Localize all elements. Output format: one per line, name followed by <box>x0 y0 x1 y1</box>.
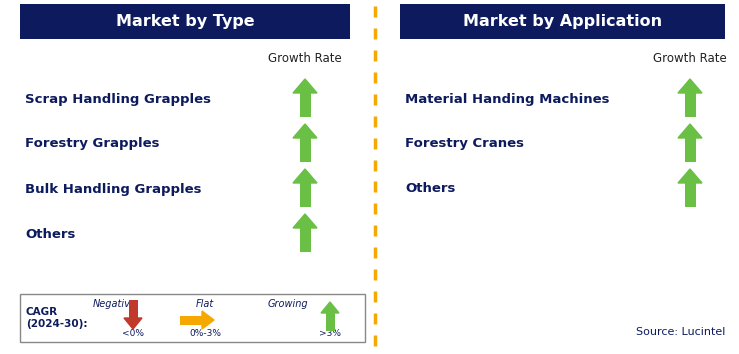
Polygon shape <box>678 124 702 138</box>
Polygon shape <box>678 79 702 93</box>
Bar <box>299 93 310 117</box>
Bar <box>20 294 365 342</box>
Bar <box>684 93 695 117</box>
Text: Material Handing Machines: Material Handing Machines <box>405 92 610 105</box>
Text: Negative: Negative <box>93 299 137 309</box>
Text: Market by Application: Market by Application <box>463 14 662 29</box>
Text: Growth Rate: Growth Rate <box>653 52 727 65</box>
Bar <box>684 183 695 207</box>
Text: Forestry Grapples: Forestry Grapples <box>25 137 160 150</box>
Text: Scrap Handling Grapples: Scrap Handling Grapples <box>25 92 211 105</box>
Polygon shape <box>202 311 214 329</box>
Text: Market by Type: Market by Type <box>116 14 254 29</box>
Text: Forestry Cranes: Forestry Cranes <box>405 137 524 150</box>
Bar <box>684 138 695 162</box>
Polygon shape <box>293 124 317 138</box>
Polygon shape <box>321 302 339 313</box>
Bar <box>180 315 202 325</box>
Polygon shape <box>678 169 702 183</box>
Text: Growing: Growing <box>268 299 308 309</box>
Bar <box>299 228 310 252</box>
Polygon shape <box>124 318 142 329</box>
Text: Others: Others <box>25 228 75 240</box>
Polygon shape <box>293 214 317 228</box>
Bar <box>20 4 350 39</box>
Text: Flat: Flat <box>196 299 214 309</box>
Bar <box>299 183 310 207</box>
Text: Growth Rate: Growth Rate <box>268 52 342 65</box>
Bar <box>299 138 310 162</box>
Bar <box>400 4 725 39</box>
Text: Bulk Handling Grapples: Bulk Handling Grapples <box>25 183 202 195</box>
Polygon shape <box>293 169 317 183</box>
Polygon shape <box>293 79 317 93</box>
Text: 0%-3%: 0%-3% <box>189 329 221 337</box>
Text: Others: Others <box>405 183 455 195</box>
Bar <box>325 313 335 331</box>
Text: <0%: <0% <box>122 329 144 337</box>
Text: Source: Lucintel: Source: Lucintel <box>636 327 725 337</box>
Text: CAGR
(2024-30):: CAGR (2024-30): <box>26 307 87 329</box>
Bar <box>129 300 137 318</box>
Text: >3%: >3% <box>319 329 341 337</box>
